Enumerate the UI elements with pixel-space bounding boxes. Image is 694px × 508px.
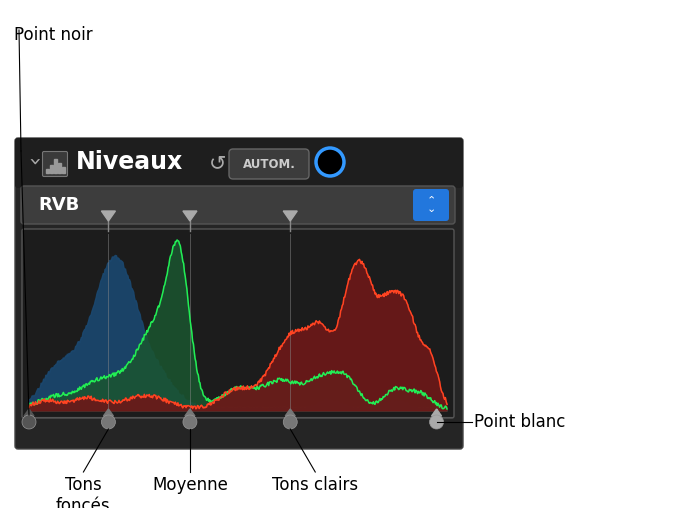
FancyBboxPatch shape [42,151,67,176]
Polygon shape [29,260,447,411]
Bar [50,165,53,173]
Text: Niveaux: Niveaux [76,150,183,174]
Bar [54,159,57,173]
FancyBboxPatch shape [15,138,463,449]
Circle shape [316,148,344,176]
Circle shape [183,415,197,429]
FancyBboxPatch shape [21,186,455,224]
Bar [46,169,49,173]
Polygon shape [183,211,197,221]
Polygon shape [29,256,447,411]
FancyBboxPatch shape [15,138,463,188]
Bar [58,163,61,173]
Text: AUTOM.: AUTOM. [243,157,296,171]
Polygon shape [103,409,113,416]
Text: ›: › [22,158,42,168]
Polygon shape [29,402,447,411]
Polygon shape [283,211,297,221]
FancyBboxPatch shape [22,229,454,418]
Text: Point blanc: Point blanc [474,413,566,431]
FancyBboxPatch shape [413,189,449,221]
Polygon shape [101,211,115,221]
Text: Point noir: Point noir [14,26,92,44]
Polygon shape [285,409,295,416]
Polygon shape [24,409,34,416]
Circle shape [283,415,297,429]
Polygon shape [185,409,195,416]
Text: ⌃
⌄: ⌃ ⌄ [426,196,436,214]
Circle shape [320,152,340,172]
Text: Moyenne: Moyenne [152,476,228,494]
Circle shape [430,415,443,429]
Text: ↺: ↺ [210,153,227,173]
Polygon shape [29,240,447,411]
Circle shape [22,415,36,429]
FancyBboxPatch shape [229,149,309,179]
Text: RVB: RVB [38,196,79,214]
Text: Tons clairs: Tons clairs [272,476,358,494]
Polygon shape [432,409,441,416]
Text: Tons
foncés: Tons foncés [56,476,111,508]
Circle shape [101,415,115,429]
Bar [62,167,65,173]
